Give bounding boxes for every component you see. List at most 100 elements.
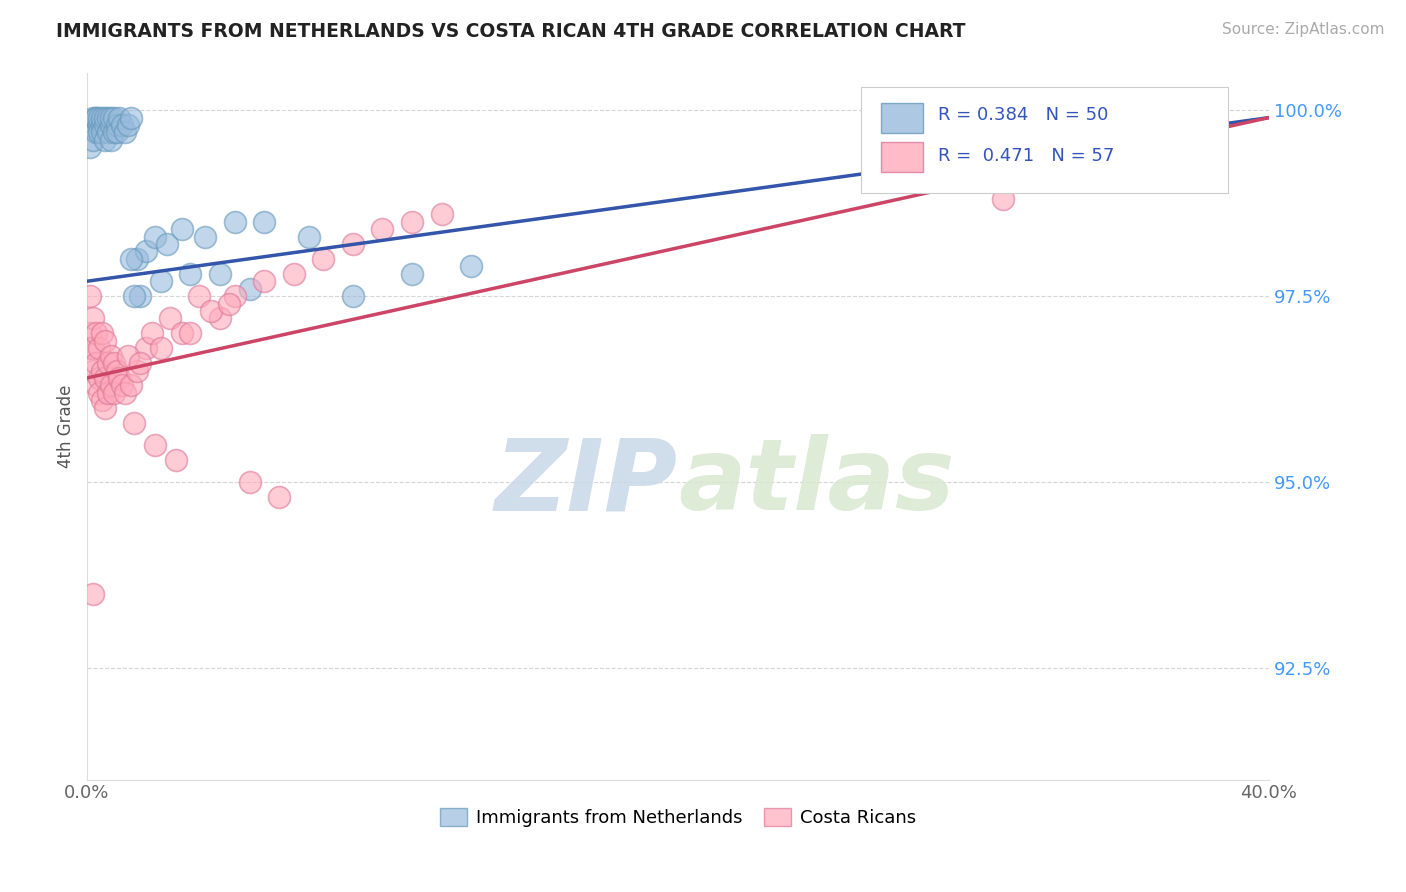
Point <box>103 385 125 400</box>
Point <box>93 334 115 348</box>
Point <box>111 378 134 392</box>
Point <box>108 111 131 125</box>
FancyBboxPatch shape <box>860 87 1227 193</box>
Point <box>97 126 120 140</box>
Point <box>93 118 115 132</box>
Point <box>82 587 104 601</box>
Point <box>87 126 110 140</box>
Point <box>342 289 364 303</box>
Point <box>159 311 181 326</box>
Point <box>93 401 115 415</box>
Point <box>84 126 107 140</box>
Point <box>87 111 110 125</box>
Point <box>97 111 120 125</box>
Point <box>122 289 145 303</box>
Point <box>401 215 423 229</box>
Point <box>79 326 101 341</box>
Point <box>90 363 112 377</box>
Point <box>170 222 193 236</box>
Point <box>188 289 211 303</box>
Point <box>93 371 115 385</box>
Point <box>224 289 246 303</box>
Point <box>100 378 122 392</box>
Point <box>82 341 104 355</box>
Point <box>991 193 1014 207</box>
Point <box>283 267 305 281</box>
Point <box>200 304 222 318</box>
Point <box>79 140 101 154</box>
Point <box>224 215 246 229</box>
Point <box>87 385 110 400</box>
Point <box>117 349 139 363</box>
Point <box>84 111 107 125</box>
Point <box>253 215 276 229</box>
Point <box>253 274 276 288</box>
Text: R =  0.471   N = 57: R = 0.471 N = 57 <box>938 146 1115 165</box>
Point <box>105 363 128 377</box>
Point <box>179 267 201 281</box>
Point <box>208 311 231 326</box>
Y-axis label: 4th Grade: 4th Grade <box>58 384 75 468</box>
Point <box>238 475 260 489</box>
Point <box>297 229 319 244</box>
Point <box>90 118 112 132</box>
Point <box>135 341 157 355</box>
Point <box>100 349 122 363</box>
Point <box>127 363 149 377</box>
Point <box>141 326 163 341</box>
Point <box>208 267 231 281</box>
Point <box>93 133 115 147</box>
Point <box>267 490 290 504</box>
Point <box>90 126 112 140</box>
Point <box>87 118 110 132</box>
Point <box>371 222 394 236</box>
Text: Source: ZipAtlas.com: Source: ZipAtlas.com <box>1222 22 1385 37</box>
Point <box>97 385 120 400</box>
Point <box>103 126 125 140</box>
Point <box>120 111 142 125</box>
Bar <box>882 103 922 133</box>
Point <box>117 118 139 132</box>
Point <box>122 416 145 430</box>
Point <box>84 326 107 341</box>
Point <box>90 326 112 341</box>
Point <box>82 311 104 326</box>
Point <box>100 118 122 132</box>
Point <box>127 252 149 266</box>
Point <box>79 289 101 303</box>
Text: atlas: atlas <box>678 434 955 532</box>
Point <box>170 326 193 341</box>
Point <box>114 385 136 400</box>
Point <box>149 341 172 355</box>
Point <box>90 111 112 125</box>
Point <box>100 111 122 125</box>
Point <box>84 356 107 370</box>
Point <box>105 118 128 132</box>
Text: R = 0.384   N = 50: R = 0.384 N = 50 <box>938 106 1108 124</box>
Point <box>120 252 142 266</box>
Point <box>87 341 110 355</box>
Point <box>82 133 104 147</box>
Bar <box>882 142 922 172</box>
Point <box>120 378 142 392</box>
Point <box>97 356 120 370</box>
Point <box>84 378 107 392</box>
Point <box>312 252 335 266</box>
Point <box>84 111 107 125</box>
Text: IMMIGRANTS FROM NETHERLANDS VS COSTA RICAN 4TH GRADE CORRELATION CHART: IMMIGRANTS FROM NETHERLANDS VS COSTA RIC… <box>56 22 966 41</box>
Point <box>111 118 134 132</box>
Point <box>129 356 152 370</box>
Point <box>114 126 136 140</box>
Point <box>103 356 125 370</box>
Point <box>82 363 104 377</box>
Point <box>79 341 101 355</box>
Point <box>179 326 201 341</box>
Point <box>156 237 179 252</box>
Point <box>90 393 112 408</box>
Point <box>194 229 217 244</box>
Point <box>238 282 260 296</box>
Point <box>165 452 187 467</box>
Point <box>100 133 122 147</box>
Point <box>143 438 166 452</box>
Point <box>103 111 125 125</box>
